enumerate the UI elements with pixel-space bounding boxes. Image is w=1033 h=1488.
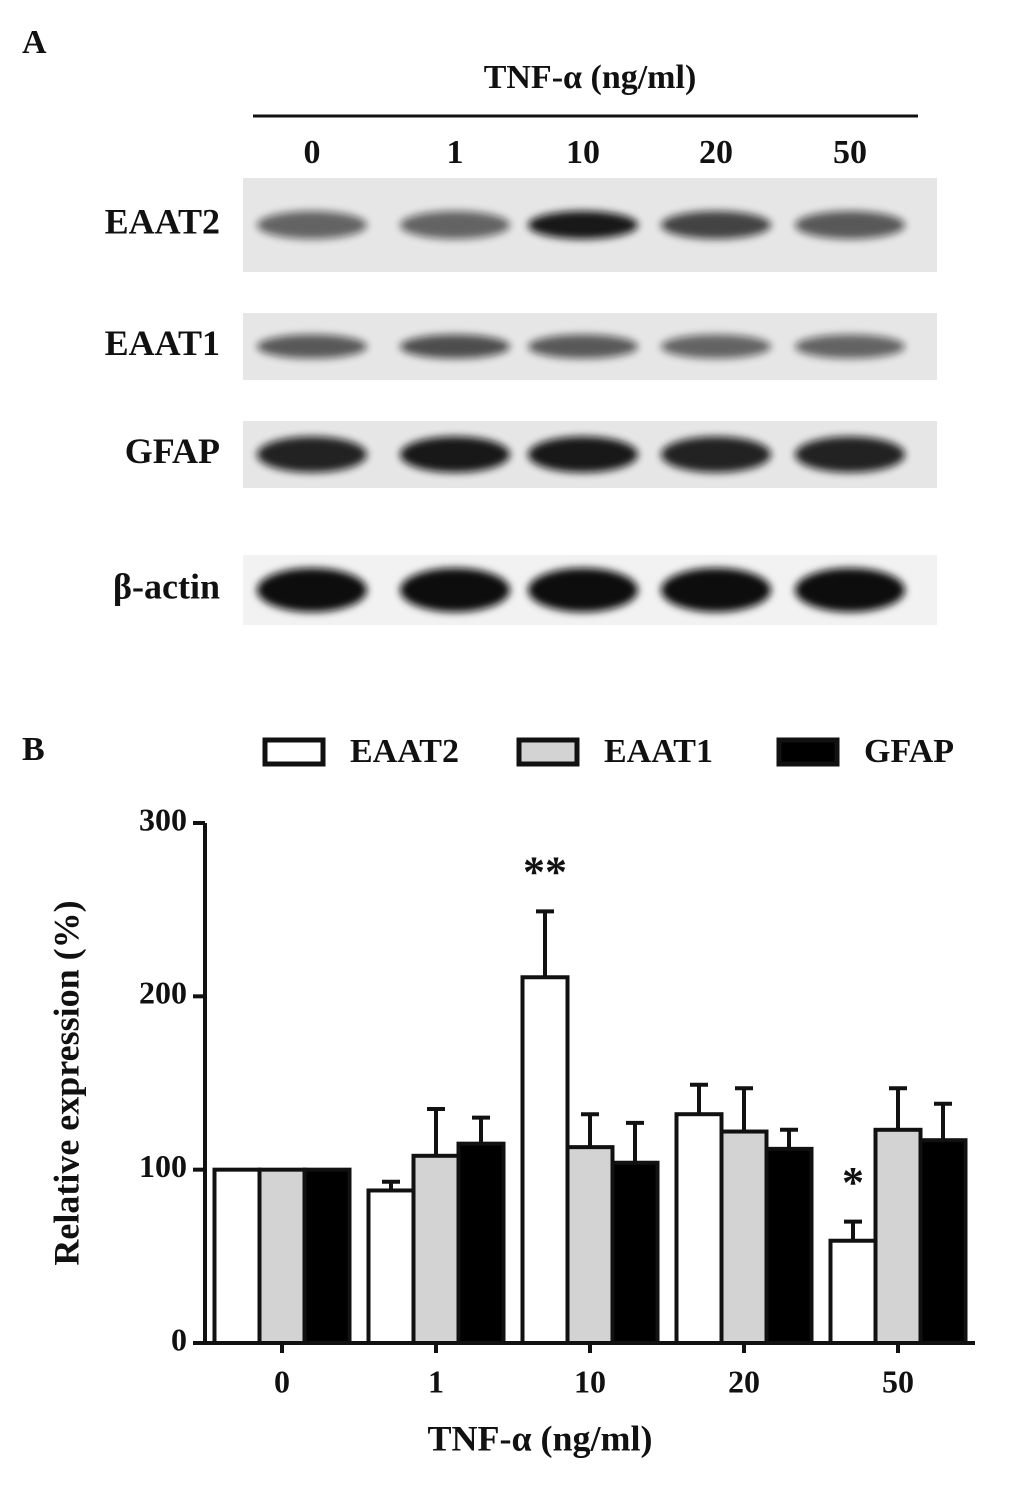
band bbox=[528, 436, 638, 473]
bar bbox=[366, 1188, 416, 1346]
band bbox=[400, 334, 510, 359]
error-bar bbox=[844, 1219, 862, 1241]
significance: * bbox=[842, 1158, 864, 1207]
error-bar bbox=[780, 1127, 798, 1149]
x-tick-label: 50 bbox=[882, 1363, 914, 1399]
bar bbox=[873, 1127, 923, 1346]
y-tick-label: 0 bbox=[171, 1321, 187, 1357]
bar bbox=[411, 1153, 461, 1346]
band bbox=[661, 436, 771, 473]
bar bbox=[520, 975, 570, 1345]
band bbox=[661, 211, 771, 239]
band bbox=[257, 568, 367, 612]
lane-label: 0 bbox=[304, 134, 321, 171]
bar bbox=[828, 1238, 878, 1345]
y-tick-label: 300 bbox=[139, 801, 187, 837]
row-label: EAAT1 bbox=[105, 323, 220, 363]
y-tick-label: 200 bbox=[139, 975, 187, 1011]
band bbox=[257, 436, 367, 473]
error-bar bbox=[472, 1115, 490, 1144]
error-bar bbox=[536, 909, 554, 978]
legend-label: EAAT1 bbox=[604, 733, 713, 770]
error-bar bbox=[934, 1101, 952, 1141]
lane-label: 50 bbox=[833, 134, 867, 171]
error-bar bbox=[427, 1107, 445, 1156]
axes bbox=[203, 823, 975, 1345]
bar bbox=[257, 1167, 307, 1345]
band bbox=[661, 334, 771, 359]
bar bbox=[764, 1146, 814, 1346]
x-tick-label: 0 bbox=[274, 1363, 290, 1399]
y-axis-label: Relative expression (%) bbox=[46, 900, 86, 1265]
bar bbox=[456, 1141, 506, 1345]
bar bbox=[212, 1167, 262, 1345]
lane-label: 10 bbox=[566, 134, 600, 171]
bar bbox=[674, 1112, 724, 1345]
band bbox=[400, 568, 510, 612]
x-axis-label: TNF-α (ng/ml) bbox=[427, 1418, 652, 1458]
panel-label: A bbox=[22, 24, 47, 61]
error-bar bbox=[735, 1086, 753, 1132]
legend-swatch bbox=[516, 737, 580, 767]
bar bbox=[719, 1129, 769, 1345]
bar bbox=[610, 1160, 660, 1345]
band bbox=[528, 334, 638, 359]
legend-swatch bbox=[776, 737, 840, 767]
band bbox=[795, 334, 905, 359]
lane-label: 20 bbox=[699, 134, 733, 171]
bar bbox=[565, 1145, 615, 1345]
row-label: GFAP bbox=[125, 431, 220, 471]
bar bbox=[918, 1138, 968, 1345]
band bbox=[795, 568, 905, 612]
blot bbox=[243, 178, 937, 625]
significance: ** bbox=[523, 847, 567, 896]
legend-label: EAAT2 bbox=[350, 733, 459, 770]
row-label: β-actin bbox=[113, 566, 220, 606]
band bbox=[400, 211, 510, 239]
band bbox=[661, 568, 771, 612]
lane-label: 1 bbox=[447, 134, 464, 171]
bar bbox=[302, 1167, 352, 1345]
legend-label: GFAP bbox=[864, 733, 954, 770]
band bbox=[400, 436, 510, 473]
legend-swatch bbox=[262, 737, 326, 767]
treatment-label: TNF-α (ng/ml) bbox=[484, 59, 697, 96]
x-tick-label: 1 bbox=[428, 1363, 444, 1399]
x-tick-label: 10 bbox=[574, 1363, 606, 1399]
x-tick-label: 20 bbox=[728, 1363, 760, 1399]
error-bar bbox=[889, 1086, 907, 1130]
error-bar bbox=[581, 1112, 599, 1148]
error-bar bbox=[690, 1082, 708, 1115]
band bbox=[795, 436, 905, 473]
band bbox=[257, 211, 367, 239]
band bbox=[528, 211, 638, 239]
band bbox=[528, 568, 638, 612]
panel-label: B bbox=[22, 731, 45, 768]
y-tick-label: 100 bbox=[139, 1148, 187, 1184]
band bbox=[257, 334, 367, 359]
row-label: EAAT2 bbox=[105, 201, 220, 241]
error-bar bbox=[626, 1120, 644, 1163]
band bbox=[795, 211, 905, 239]
